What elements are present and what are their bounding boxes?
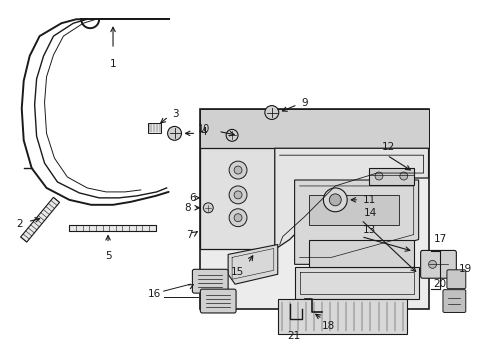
FancyBboxPatch shape xyxy=(442,290,465,312)
Circle shape xyxy=(323,188,346,212)
Text: 3: 3 xyxy=(172,108,179,118)
Circle shape xyxy=(203,203,213,213)
Text: 4: 4 xyxy=(200,127,206,138)
Circle shape xyxy=(229,161,246,179)
FancyBboxPatch shape xyxy=(446,270,465,289)
Polygon shape xyxy=(309,239,413,267)
Text: 5: 5 xyxy=(104,251,111,261)
Text: 21: 21 xyxy=(286,331,300,341)
Polygon shape xyxy=(200,109,427,148)
Polygon shape xyxy=(294,180,418,264)
Text: 9: 9 xyxy=(301,98,307,108)
Text: 7: 7 xyxy=(185,230,192,239)
Polygon shape xyxy=(309,195,398,225)
Circle shape xyxy=(234,214,242,222)
Text: 20: 20 xyxy=(433,279,446,289)
Polygon shape xyxy=(200,109,427,309)
Text: 10: 10 xyxy=(198,125,210,134)
Polygon shape xyxy=(274,148,427,249)
FancyBboxPatch shape xyxy=(200,289,236,313)
Text: 11: 11 xyxy=(362,195,376,205)
Text: 8: 8 xyxy=(183,203,190,213)
Polygon shape xyxy=(294,267,418,299)
Text: 1: 1 xyxy=(109,59,116,69)
Circle shape xyxy=(229,209,246,227)
Polygon shape xyxy=(20,197,60,242)
Text: 2: 2 xyxy=(17,219,23,229)
Circle shape xyxy=(328,194,341,206)
Text: 14: 14 xyxy=(364,208,377,218)
Polygon shape xyxy=(147,123,161,133)
Circle shape xyxy=(264,105,278,120)
Text: 12: 12 xyxy=(382,142,395,152)
Text: 16: 16 xyxy=(147,289,161,299)
Circle shape xyxy=(229,186,246,204)
Text: 6: 6 xyxy=(188,193,195,203)
Circle shape xyxy=(167,126,181,140)
Circle shape xyxy=(427,260,436,268)
FancyBboxPatch shape xyxy=(420,251,455,278)
Polygon shape xyxy=(228,244,277,284)
Polygon shape xyxy=(277,299,406,334)
Text: 17: 17 xyxy=(433,234,446,243)
Text: 15: 15 xyxy=(230,267,244,277)
Circle shape xyxy=(234,166,242,174)
Circle shape xyxy=(225,129,238,141)
Polygon shape xyxy=(368,168,413,185)
FancyBboxPatch shape xyxy=(192,269,228,293)
Circle shape xyxy=(234,191,242,199)
Circle shape xyxy=(374,172,382,180)
Text: 13: 13 xyxy=(362,225,376,235)
Polygon shape xyxy=(200,148,274,249)
Text: 19: 19 xyxy=(457,264,470,274)
Circle shape xyxy=(399,172,407,180)
Polygon shape xyxy=(69,225,155,231)
Text: 18: 18 xyxy=(321,321,334,331)
